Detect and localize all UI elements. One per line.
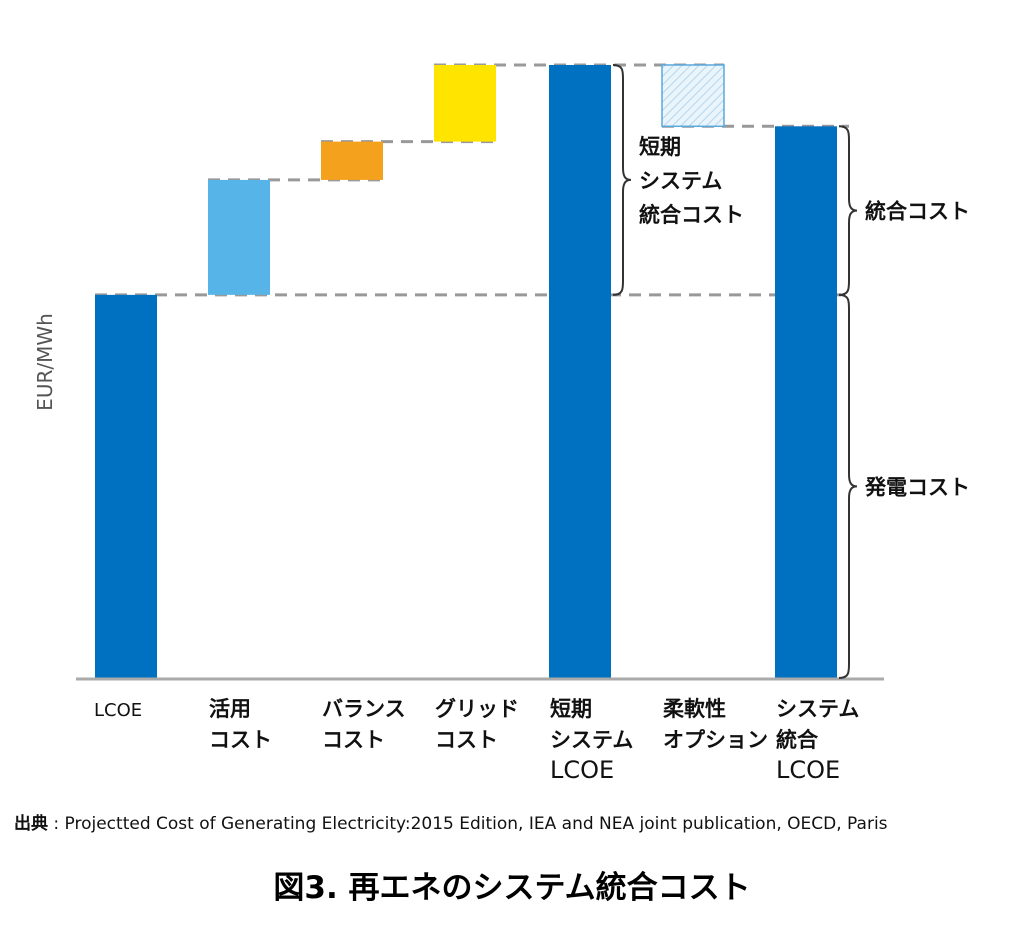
annotation-2-line-1: 統合コスト: [865, 200, 970, 224]
bar-3: [321, 141, 383, 180]
category-label-2-line-2: コスト: [209, 728, 272, 752]
bar-6: [661, 64, 725, 128]
annotation-1-line-1: 短期: [639, 135, 681, 159]
waterfall-chart: EUR/MWh LCOE 活用コストバランスコストグリッドコスト短期システムLCO…: [33, 63, 970, 784]
brace-3: [838, 293, 858, 679]
bar-7: [775, 126, 837, 678]
category-label-3-line-2: コスト: [322, 728, 385, 752]
category-label-4-line-2: コスト: [435, 728, 498, 752]
bar-5: [549, 64, 611, 678]
category-label-5-line-3: LCOE: [550, 756, 614, 784]
source-citation: 出典 : Projectted Cost of Generating Elect…: [14, 809, 1014, 834]
source-text: : Projectted Cost of Generating Electric…: [48, 814, 888, 834]
bar-1: [95, 294, 157, 678]
annotation-3-line-1: 発電コスト: [864, 475, 970, 499]
category-label-7-line-3: LCOE: [776, 756, 840, 784]
category-label-2-line-1: 活用: [209, 697, 251, 721]
category-label-3-line-1: バランス: [322, 697, 406, 721]
bar-4: [434, 64, 496, 142]
figure-title: 図3. 再エネのシステム統合コスト: [273, 870, 751, 906]
category-label-6-line-2: オプション: [663, 728, 768, 752]
category-label-6-line-1: 柔軟性: [663, 697, 726, 721]
category-label-7-line-2: 統合: [776, 728, 819, 752]
category-label-1-line-1: LCOE: [94, 700, 142, 721]
y-axis-label: EUR/MWh: [33, 313, 57, 411]
bar-2: [208, 179, 270, 295]
category-label-4-line-1: グリッド: [435, 697, 519, 721]
annotation-1-line-2: システム: [639, 169, 722, 193]
annotation-1-line-3: 統合コスト: [639, 203, 744, 227]
category-label-7-line-1: システム: [776, 697, 859, 721]
category-label-5-line-1: 短期: [550, 697, 592, 721]
brace-1: [612, 63, 632, 296]
brace-2: [838, 125, 858, 296]
category-label-5-line-2: システム: [550, 728, 633, 752]
source-label: 出典: [14, 814, 48, 834]
